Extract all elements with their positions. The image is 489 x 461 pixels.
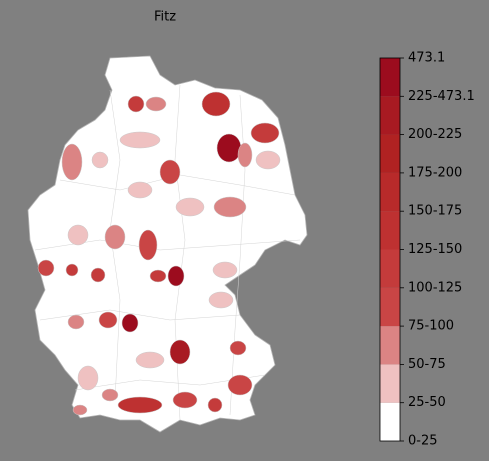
colorbar-segment	[380, 249, 400, 288]
colorbar-label: 75-100	[408, 319, 454, 334]
colorbar-segment	[380, 211, 400, 250]
colorbar-label: 50-75	[408, 357, 446, 372]
colorbar-segment	[380, 287, 400, 327]
colorbar-segment	[380, 134, 400, 173]
colorbar-label: 100-125	[408, 280, 462, 295]
germany-map	[27, 55, 308, 433]
colorbar-segment	[380, 58, 400, 97]
district-fills	[37, 91, 281, 416]
colorbar: 0-25 25-50 50-75 75-100 100-125 125-150 150-17…	[379, 51, 475, 449]
map-title: Fitz	[154, 10, 176, 25]
colorbar-label: 175-200	[408, 165, 462, 180]
colorbar-label: 125-150	[408, 242, 462, 257]
colorbar-label: 150-175	[408, 204, 462, 219]
colorbar-segment	[380, 326, 400, 365]
colorbar-label: 473.1	[408, 51, 445, 66]
colorbar-segment	[380, 402, 400, 441]
colorbar-segment	[380, 172, 400, 212]
colorbar-label: 225-473.1	[408, 89, 475, 104]
colorbar-segment	[380, 96, 400, 135]
colorbar-label: 0-25	[408, 434, 438, 449]
colorbar-label: 25-50	[408, 395, 446, 410]
colorbar-segment	[380, 364, 400, 403]
colorbar-label: 200-225	[408, 127, 462, 142]
